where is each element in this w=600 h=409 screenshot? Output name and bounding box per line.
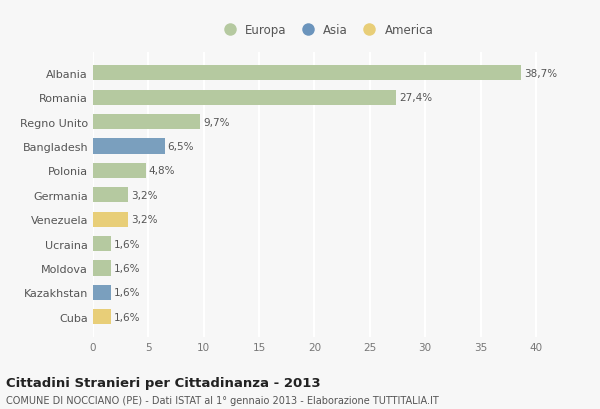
Legend: Europa, Asia, America: Europa, Asia, America	[213, 19, 438, 42]
Text: 3,2%: 3,2%	[131, 190, 158, 200]
Text: Cittadini Stranieri per Cittadinanza - 2013: Cittadini Stranieri per Cittadinanza - 2…	[6, 377, 320, 389]
Bar	[93, 90, 397, 106]
Bar	[93, 115, 200, 130]
Bar	[93, 66, 521, 81]
Text: 3,2%: 3,2%	[131, 215, 158, 225]
Bar	[93, 285, 111, 300]
Text: 1,6%: 1,6%	[113, 288, 140, 298]
Text: 4,8%: 4,8%	[149, 166, 175, 176]
Bar	[93, 212, 128, 227]
Bar	[93, 261, 111, 276]
Text: 9,7%: 9,7%	[203, 117, 230, 127]
Bar	[93, 188, 128, 203]
Text: 27,4%: 27,4%	[399, 93, 432, 103]
Text: 1,6%: 1,6%	[113, 239, 140, 249]
Bar	[93, 139, 165, 154]
Text: 6,5%: 6,5%	[168, 142, 194, 152]
Text: 1,6%: 1,6%	[113, 312, 140, 322]
Bar	[93, 164, 146, 178]
Text: 38,7%: 38,7%	[524, 69, 557, 79]
Text: COMUNE DI NOCCIANO (PE) - Dati ISTAT al 1° gennaio 2013 - Elaborazione TUTTITALI: COMUNE DI NOCCIANO (PE) - Dati ISTAT al …	[6, 395, 439, 405]
Bar	[93, 236, 111, 252]
Text: 1,6%: 1,6%	[113, 263, 140, 273]
Bar	[93, 310, 111, 324]
